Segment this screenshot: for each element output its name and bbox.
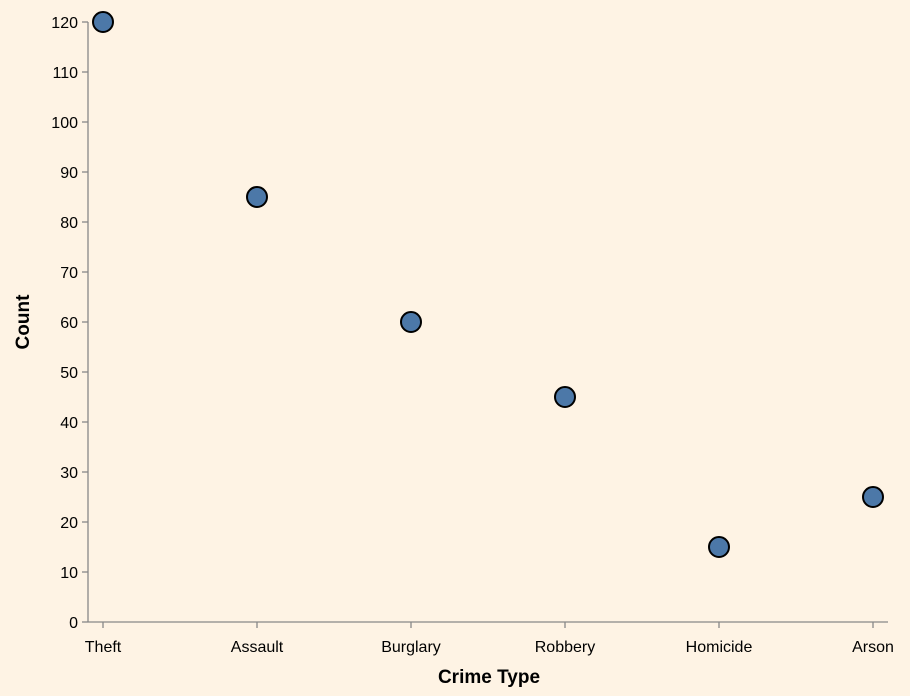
data-point-homicide bbox=[708, 536, 730, 558]
y-tick-label: 110 bbox=[52, 65, 78, 82]
y-tick-label: 40 bbox=[60, 415, 78, 432]
y-tick-label: 70 bbox=[60, 265, 78, 282]
x-tick-label: Arson bbox=[852, 639, 894, 656]
x-tick-label: Assault bbox=[231, 639, 284, 656]
data-point-assault bbox=[246, 186, 268, 208]
x-tick-label: Theft bbox=[85, 639, 122, 656]
x-tick-label: Homicide bbox=[686, 639, 753, 656]
data-point-burglary bbox=[400, 311, 422, 333]
x-tick-label: Burglary bbox=[381, 639, 441, 656]
data-point-arson bbox=[862, 486, 884, 508]
y-tick-label: 120 bbox=[51, 15, 78, 32]
y-tick-label: 80 bbox=[60, 215, 78, 232]
data-point-robbery bbox=[554, 386, 576, 408]
y-tick-label: 20 bbox=[60, 515, 78, 532]
y-tick-label: 50 bbox=[60, 365, 78, 382]
y-tick-label: 100 bbox=[51, 115, 78, 132]
x-axis-title: Crime Type bbox=[438, 667, 540, 688]
data-points bbox=[92, 11, 884, 558]
y-tick-label: 10 bbox=[60, 565, 78, 582]
y-tick-label: 90 bbox=[60, 165, 78, 182]
x-axis: Theft Assault Burglary Robbery Homicide Arson bbox=[85, 621, 894, 656]
x-tick-label: Robbery bbox=[535, 639, 595, 656]
y-tick-label: 60 bbox=[60, 315, 78, 332]
y-tick-label: 30 bbox=[60, 465, 78, 482]
data-point-theft bbox=[92, 11, 114, 33]
y-axis: 0 10 20 30 40 50 60 70 80 90 100 110 120 bbox=[51, 15, 89, 632]
y-axis-title: Count bbox=[13, 294, 34, 350]
y-tick-label: 0 bbox=[69, 615, 78, 632]
